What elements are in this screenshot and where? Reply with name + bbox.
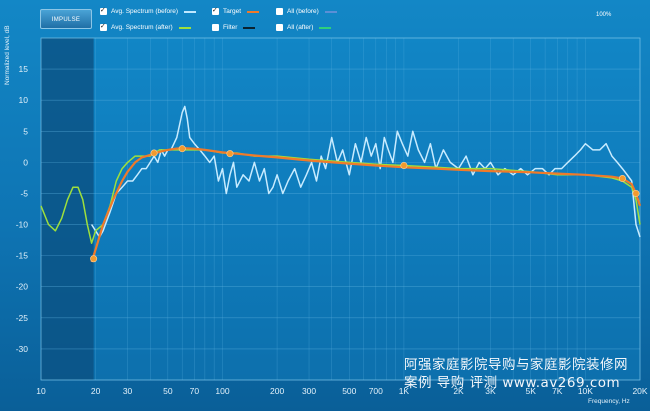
legend-label: Avg. Spectrum (before) (111, 8, 179, 15)
plot-frame (40, 37, 641, 381)
legend-label: All (after) (287, 24, 314, 31)
legend-swatch (243, 26, 256, 29)
y-tick-label: 15 (19, 64, 29, 74)
x-tick-label: 700 (369, 386, 383, 396)
x-tick-label: 3K (485, 386, 496, 396)
x-axis-label: Frequency, Hz (588, 398, 630, 405)
excluded-range (41, 38, 94, 380)
x-tick-label: 1K (399, 386, 410, 396)
legend-label: Avg. Spectrum (after) (111, 24, 173, 31)
y-tick-label: 5 (23, 126, 28, 136)
legend-item-target[interactable]: Target (212, 6, 260, 17)
x-tick-label: 10 (36, 386, 46, 396)
checkbox-all-after[interactable] (276, 24, 283, 31)
legend-swatch (184, 10, 197, 13)
x-tick-label: 2K (453, 386, 464, 396)
x-tick-label: 100 (215, 386, 229, 396)
y-tick-label: -10 (16, 220, 29, 230)
plot-area (41, 38, 640, 380)
checkbox-avg-spectrum-before[interactable] (100, 6, 107, 15)
checkbox-all-before[interactable] (276, 8, 283, 15)
zoom-level: 100% (596, 12, 612, 18)
legend-swatch (319, 26, 332, 29)
x-tick-label: 10K (578, 386, 593, 396)
legend-item-all-after[interactable]: All (after) (276, 22, 332, 33)
target-control-point (150, 149, 158, 157)
y-tick-label: -15 (16, 251, 29, 261)
checkbox-filter[interactable] (212, 24, 219, 31)
legend-label: Target (223, 8, 242, 15)
legend-item-filter[interactable]: Filter (212, 22, 256, 33)
series-line-target (90, 147, 642, 263)
legend-item-avg-spectrum-after[interactable]: Avg. Spectrum (after) (100, 22, 191, 33)
y-tick-label: -5 (20, 188, 28, 198)
x-tick-label: 200 (270, 386, 284, 396)
x-tick-label: 300 (302, 386, 316, 396)
y-tick-label: 10 (19, 95, 29, 105)
checkbox-target[interactable] (212, 6, 219, 15)
legend-swatch (247, 10, 260, 13)
impulse-button[interactable]: IMPULSE (40, 9, 92, 29)
target-control-point (178, 145, 186, 153)
y-tick-label: -20 (16, 282, 29, 292)
legend-item-avg-spectrum-before[interactable]: Avg. Spectrum (before) (100, 6, 197, 17)
target-control-point (618, 175, 626, 183)
x-tick-label: 7K (552, 386, 563, 396)
x-tick-label: 20 (91, 386, 101, 396)
watermark-line-2: 案例 导购 评测 www.av269.com (404, 375, 621, 391)
legend-item-all-before[interactable]: All (before) (276, 6, 337, 17)
x-tick-label: 30 (123, 386, 133, 396)
y-tick-label: -30 (16, 344, 29, 354)
legend-label: Filter (223, 24, 238, 31)
x-tick-label: 20K (632, 386, 647, 396)
legend-swatch (178, 26, 191, 29)
x-tick-label: 5K (526, 386, 537, 396)
target-control-point (632, 189, 640, 197)
legend-swatch (324, 10, 337, 13)
x-tick-label: 50 (163, 386, 173, 396)
target-control-point (400, 161, 408, 169)
watermark-line-1: 阿强家庭影院导购与家庭影院装修网 (404, 357, 628, 373)
watermark: 阿强家庭影院导购与家庭影院装修网 案例 导购 评测 www.av269.com (404, 356, 628, 392)
checkbox-avg-spectrum-after[interactable] (100, 22, 107, 31)
target-control-point (90, 255, 98, 263)
x-tick-label: 70 (190, 386, 200, 396)
target-control-point (226, 150, 234, 158)
y-tick-label: -25 (16, 313, 29, 323)
legend-label: All (before) (287, 8, 319, 15)
x-tick-label: 500 (342, 386, 356, 396)
y-tick-label: 0 (23, 157, 28, 167)
